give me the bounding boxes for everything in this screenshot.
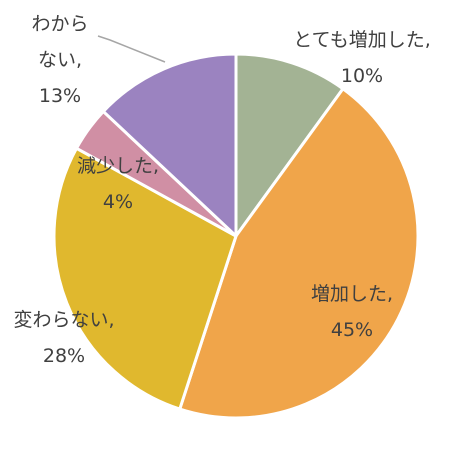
data-label-1-line-2: 10%	[341, 65, 383, 87]
leader-line	[97, 35, 166, 63]
pie-slice-1	[234, 52, 345, 238]
data-label-4-line-2: 4%	[103, 191, 133, 213]
data-label-1-line-1: とても増加した,	[293, 29, 431, 51]
pie-slice-2	[178, 87, 420, 420]
data-label-4-line-1: 減少した,	[77, 155, 159, 177]
pie-slice-3	[52, 146, 238, 411]
data-label-3-line-2: 28%	[43, 345, 85, 367]
data-label-3-line-1: 変わらない,	[13, 309, 114, 331]
data-label-5-line-3: 13%	[39, 85, 81, 107]
data-label-2-line-1: 増加した,	[311, 283, 393, 305]
pie-slices	[52, 52, 420, 420]
data-label-2-line-2: 45%	[331, 319, 373, 341]
data-label-5-line-1: わから	[31, 13, 88, 35]
slice-labels: とても増加した, 10% 増加した, 45% 変わらない, 28% 減少した, 4% わからない…	[13, 13, 430, 367]
data-label-5-line-2: ない,	[38, 49, 82, 71]
leader-lines	[97, 35, 166, 63]
pie-slice-5	[101, 52, 238, 238]
